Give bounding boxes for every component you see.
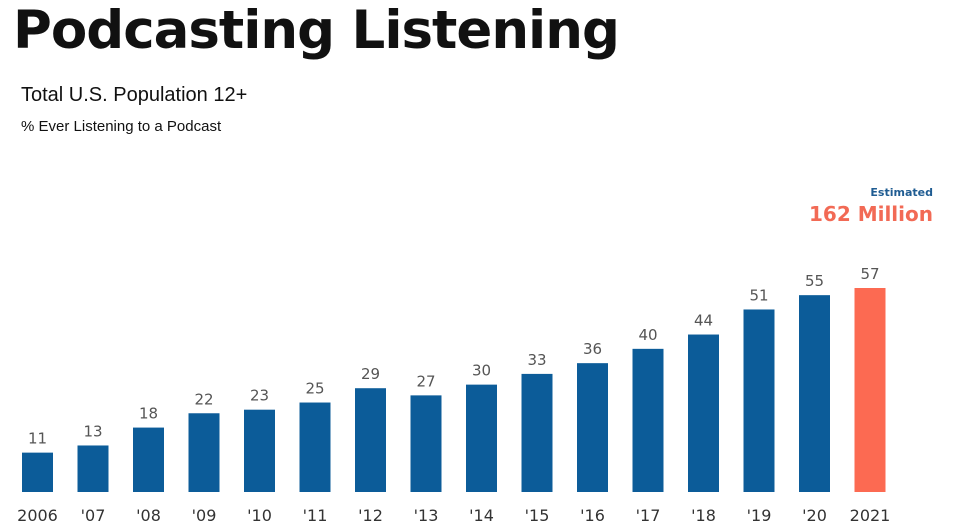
x-tick-label-3: '09 [192,506,217,525]
value-label-1: 13 [83,422,102,440]
bar-3 [188,413,220,492]
value-label-6: 29 [361,365,380,383]
x-tick-label-13: '19 [747,506,772,525]
value-label-12: 44 [694,312,713,330]
x-tick-label-15: 2021 [850,506,891,525]
value-label-13: 51 [749,286,768,304]
x-tick-label-0: 2006 [17,506,58,525]
bar-4 [244,409,275,492]
bar-1 [77,445,109,492]
x-tick-label-8: '14 [469,506,494,525]
x-tick-label-1: '07 [81,506,106,525]
bar-2 [133,427,164,492]
x-tick-label-4: '10 [247,506,272,525]
bar-15 [854,288,886,492]
bar-12 [688,334,719,492]
x-tick-label-11: '17 [636,506,661,525]
chart-subtitle: Total U.S. Population 12+ [21,84,248,106]
value-label-14: 55 [805,272,824,290]
bar-6 [355,388,386,492]
page-title: Podcasting Listening [13,0,620,61]
value-label-2: 18 [139,405,158,423]
value-label-15: 57 [860,265,879,283]
bar-0 [22,452,53,492]
x-tick-label-12: '18 [691,506,716,525]
chart-measure-label: % Ever Listening to a Podcast [21,118,222,135]
bar-11 [632,348,664,492]
value-label-9: 33 [527,351,546,369]
x-tick-label-5: '11 [303,506,328,525]
value-label-0: 11 [28,430,47,448]
estimated-value: 162 Million [808,202,933,226]
bar-5 [299,402,331,492]
x-tick-label-7: '13 [414,506,439,525]
x-tick-label-2: '08 [136,506,161,525]
value-label-5: 25 [305,380,324,398]
value-label-3: 22 [194,390,213,408]
value-label-10: 36 [583,340,602,358]
bar-9 [521,373,553,492]
value-label-7: 27 [416,372,435,390]
bar-7 [410,395,442,492]
x-tick-label-10: '16 [580,506,605,525]
bar-8 [466,384,497,492]
x-tick-label-6: '12 [358,506,383,525]
value-label-8: 30 [472,362,491,380]
value-label-11: 40 [638,326,657,344]
value-label-4: 23 [250,387,269,405]
x-tick-label-9: '15 [525,506,550,525]
bar-13 [743,309,775,492]
x-tick-label-14: '20 [802,506,827,525]
bar-14 [799,295,830,492]
estimated-label: Estimated [870,186,933,199]
bar-10 [577,363,608,492]
